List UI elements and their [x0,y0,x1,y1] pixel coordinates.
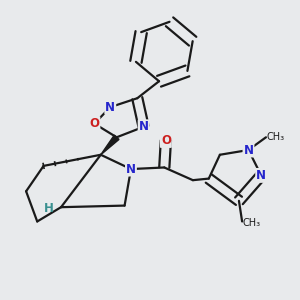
Text: N: N [244,143,254,157]
Polygon shape [101,135,119,155]
Text: N: N [139,120,148,133]
Text: O: O [161,134,171,147]
Text: CH₃: CH₃ [243,218,261,228]
Text: H: H [44,202,54,215]
Text: N: N [105,100,115,114]
Text: CH₃: CH₃ [267,132,285,142]
Text: N: N [126,163,136,176]
Text: N: N [256,169,266,182]
Text: O: O [89,117,99,130]
